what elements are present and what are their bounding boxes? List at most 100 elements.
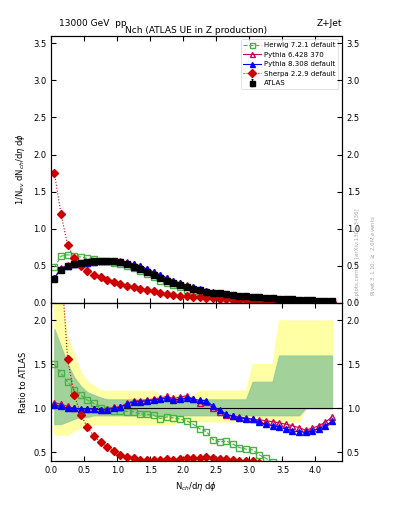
Herwig 7.2.1 default	[270, 298, 275, 304]
Pythia 8.308 default	[211, 289, 215, 295]
Pythia 6.428 370	[184, 282, 189, 288]
Herwig 7.2.1 default	[105, 259, 110, 265]
Herwig 7.2.1 default	[158, 278, 163, 284]
Herwig 7.2.1 default	[98, 258, 103, 264]
Pythia 8.308 default	[257, 295, 262, 302]
Y-axis label: 1/N$_{ev}$ dN$_{ch}$/d$\eta$ d$\phi$: 1/N$_{ev}$ dN$_{ch}$/d$\eta$ d$\phi$	[15, 134, 28, 205]
Sherpa 2.2.9 default	[250, 297, 255, 304]
Herwig 7.2.1 default	[283, 298, 288, 305]
Sherpa 2.2.9 default	[264, 298, 268, 304]
Herwig 7.2.1 default	[59, 253, 63, 259]
Herwig 7.2.1 default	[250, 297, 255, 303]
Sherpa 2.2.9 default	[158, 289, 163, 295]
Sherpa 2.2.9 default	[204, 295, 209, 301]
Pythia 8.308 default	[283, 297, 288, 303]
Pythia 6.428 370	[145, 266, 149, 272]
Pythia 6.428 370	[138, 263, 143, 269]
Herwig 7.2.1 default	[72, 253, 77, 259]
Pythia 8.308 default	[131, 261, 136, 267]
Pythia 6.428 370	[211, 289, 215, 295]
Pythia 8.308 default	[303, 298, 308, 304]
Pythia 6.428 370	[297, 297, 301, 304]
Pythia 8.308 default	[178, 280, 182, 286]
Pythia 8.308 default	[164, 275, 169, 281]
Sherpa 2.2.9 default	[131, 284, 136, 290]
Pythia 6.428 370	[79, 261, 83, 267]
Line: Pythia 8.308 default: Pythia 8.308 default	[51, 259, 335, 305]
Text: Rivet 3.1.10, $\geq$ 2.6M events: Rivet 3.1.10, $\geq$ 2.6M events	[369, 216, 377, 296]
Pythia 8.308 default	[171, 278, 176, 284]
Herwig 7.2.1 default	[131, 265, 136, 271]
Pythia 8.308 default	[323, 298, 328, 305]
Pythia 6.428 370	[118, 259, 123, 265]
Pythia 8.308 default	[138, 263, 143, 269]
Pythia 8.308 default	[59, 266, 63, 272]
Herwig 7.2.1 default	[191, 288, 196, 294]
Pythia 8.308 default	[244, 294, 248, 300]
Legend: Herwig 7.2.1 default, Pythia 6.428 370, Pythia 8.308 default, Sherpa 2.2.9 defau: Herwig 7.2.1 default, Pythia 6.428 370, …	[241, 39, 338, 89]
Pythia 8.308 default	[98, 259, 103, 265]
Sherpa 2.2.9 default	[125, 283, 129, 289]
Herwig 7.2.1 default	[151, 274, 156, 280]
Sherpa 2.2.9 default	[59, 211, 63, 217]
Sherpa 2.2.9 default	[98, 274, 103, 280]
Pythia 8.308 default	[310, 298, 314, 304]
Pythia 8.308 default	[105, 259, 110, 265]
Sherpa 2.2.9 default	[323, 300, 328, 306]
Herwig 7.2.1 default	[197, 290, 202, 296]
Pythia 6.428 370	[290, 297, 295, 303]
Pythia 6.428 370	[231, 292, 235, 298]
Y-axis label: Ratio to ATLAS: Ratio to ATLAS	[18, 351, 28, 413]
Pythia 8.308 default	[290, 297, 295, 303]
Sherpa 2.2.9 default	[316, 299, 321, 305]
Sherpa 2.2.9 default	[151, 288, 156, 294]
Sherpa 2.2.9 default	[191, 294, 196, 300]
Sherpa 2.2.9 default	[197, 294, 202, 301]
Sherpa 2.2.9 default	[164, 291, 169, 297]
Title: Nch (ATLAS UE in Z production): Nch (ATLAS UE in Z production)	[125, 26, 268, 35]
Pythia 6.428 370	[270, 296, 275, 302]
Herwig 7.2.1 default	[112, 260, 116, 266]
Pythia 6.428 370	[250, 295, 255, 301]
Pythia 8.308 default	[330, 298, 334, 305]
Pythia 6.428 370	[59, 265, 63, 271]
Line: Herwig 7.2.1 default: Herwig 7.2.1 default	[51, 252, 335, 305]
Pythia 6.428 370	[112, 258, 116, 264]
Herwig 7.2.1 default	[237, 296, 242, 302]
Herwig 7.2.1 default	[125, 263, 129, 269]
Sherpa 2.2.9 default	[257, 298, 262, 304]
Pythia 8.308 default	[112, 259, 116, 265]
Pythia 8.308 default	[191, 284, 196, 290]
Sherpa 2.2.9 default	[72, 255, 77, 262]
Pythia 8.308 default	[92, 259, 96, 265]
Pythia 6.428 370	[303, 297, 308, 304]
Pythia 6.428 370	[204, 288, 209, 294]
Line: Sherpa 2.2.9 default: Sherpa 2.2.9 default	[51, 170, 335, 305]
Pythia 8.308 default	[145, 266, 149, 272]
Pythia 6.428 370	[283, 296, 288, 303]
Text: 13000 GeV  pp: 13000 GeV pp	[59, 19, 127, 28]
Pythia 8.308 default	[197, 286, 202, 292]
Pythia 8.308 default	[231, 292, 235, 298]
Pythia 8.308 default	[204, 288, 209, 294]
Pythia 8.308 default	[72, 261, 77, 267]
Pythia 6.428 370	[171, 278, 176, 284]
Sherpa 2.2.9 default	[237, 297, 242, 303]
Pythia 8.308 default	[250, 295, 255, 301]
Herwig 7.2.1 default	[65, 252, 70, 258]
Pythia 6.428 370	[164, 274, 169, 281]
Sherpa 2.2.9 default	[65, 242, 70, 248]
Herwig 7.2.1 default	[224, 294, 229, 301]
Pythia 6.428 370	[105, 258, 110, 264]
Text: mcplots.cern.ch [arXiv:1306.3436]: mcplots.cern.ch [arXiv:1306.3436]	[355, 208, 360, 304]
Pythia 8.308 default	[118, 259, 123, 265]
Pythia 8.308 default	[79, 260, 83, 266]
Pythia 8.308 default	[65, 263, 70, 269]
Pythia 8.308 default	[125, 260, 129, 266]
Sherpa 2.2.9 default	[231, 296, 235, 303]
Pythia 8.308 default	[224, 291, 229, 297]
Pythia 8.308 default	[264, 295, 268, 302]
Sherpa 2.2.9 default	[145, 287, 149, 293]
Herwig 7.2.1 default	[244, 296, 248, 303]
Herwig 7.2.1 default	[323, 300, 328, 306]
